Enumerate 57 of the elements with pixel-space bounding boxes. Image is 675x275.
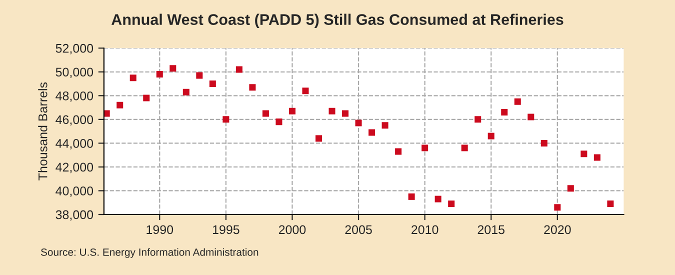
point (368, 129, 376, 136)
source-note: Source: U.S. Energy Information Administration (40, 248, 258, 258)
y-tick-label: 46,000 (56, 115, 94, 126)
x-tick-label: 1990 (146, 225, 174, 234)
y-tick-label: 48,000 (56, 91, 94, 102)
x-tick-label: 2015 (478, 225, 504, 234)
point (607, 200, 614, 208)
point (222, 116, 230, 123)
point (182, 88, 190, 96)
y-tick-label: 44,000 (56, 138, 94, 150)
point (143, 94, 150, 102)
point (262, 110, 269, 117)
point (156, 71, 163, 78)
point (288, 108, 296, 114)
point (488, 132, 494, 140)
point (196, 72, 203, 79)
y-axis-title: Thousand Barrels (38, 82, 48, 180)
x-tick-label: 2020 (544, 225, 571, 234)
point (236, 66, 242, 73)
point (594, 154, 600, 161)
point (540, 140, 548, 146)
point (434, 196, 442, 202)
point (514, 98, 521, 105)
y-tick-label: 52,000 (56, 44, 94, 54)
y-tick-label: 42,000 (56, 162, 94, 174)
point (554, 204, 561, 211)
point (328, 108, 336, 114)
point (355, 120, 362, 126)
point (170, 65, 176, 72)
point (461, 144, 468, 152)
point (422, 144, 428, 152)
x-tick-label: 1995 (212, 225, 240, 234)
y-tick-label: 50,000 (56, 68, 94, 78)
point (276, 118, 282, 126)
point (408, 193, 415, 200)
point (528, 114, 534, 120)
point (567, 185, 574, 192)
point (315, 135, 322, 142)
point (302, 88, 309, 94)
x-tick-label: 2005 (345, 225, 372, 234)
x-tick-label: 2000 (278, 225, 306, 234)
point (580, 150, 588, 158)
point (116, 102, 124, 108)
point (342, 110, 349, 117)
point (474, 116, 482, 123)
chart-title: Annual West Coast (PADD 5) Still Gas Consumed at Refineries (112, 14, 564, 28)
point (395, 148, 402, 155)
point (209, 80, 216, 88)
x-tick-label: 2010 (412, 225, 438, 234)
point (104, 110, 110, 117)
point (448, 200, 455, 208)
point (501, 109, 508, 116)
point (130, 74, 136, 82)
y-tick-label: 40,000 (56, 186, 94, 197)
point (249, 84, 256, 91)
y-tick-label: 38,000 (56, 210, 94, 221)
point (382, 122, 388, 129)
